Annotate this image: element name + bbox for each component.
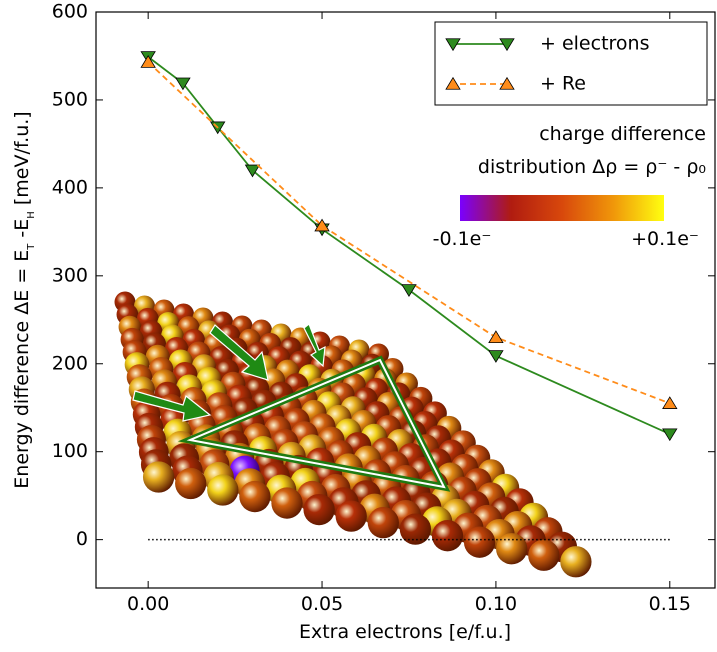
marker — [488, 330, 504, 344]
marker — [314, 218, 330, 232]
x-axis-label: Extra electrons [e/f.u.] — [299, 621, 511, 643]
y-tick-label: 200 — [52, 352, 88, 374]
colorbar-title: distribution Δρ = ρ⁻ - ρ₀ — [478, 156, 706, 178]
y-label-part: -E — [11, 219, 33, 244]
y-tick-label: 0 — [76, 528, 88, 550]
atom — [528, 539, 560, 571]
x-tick-label: 0.00 — [127, 593, 169, 615]
atom — [335, 500, 367, 532]
y-label-part: [meV/f.u.] — [11, 111, 33, 211]
legend-marker — [499, 76, 515, 90]
arrow — [303, 323, 326, 368]
marker — [662, 396, 678, 409]
plot-frame — [95, 11, 716, 589]
atom — [207, 474, 239, 506]
atom — [496, 533, 528, 565]
marker — [488, 350, 504, 363]
series-line — [147, 56, 671, 435]
atom — [367, 506, 399, 539]
y-label-part: T — [26, 243, 37, 251]
y-tick-label: 300 — [52, 264, 88, 286]
arrow — [209, 324, 269, 381]
series-line — [147, 61, 671, 405]
y-tick-label: 500 — [52, 88, 88, 110]
x-tick-label: 0.10 — [475, 593, 517, 615]
legend-marker — [445, 38, 461, 52]
atom — [560, 546, 592, 578]
y-tick-label: 400 — [52, 176, 88, 198]
y-axis-label: Energy difference ΔE = ET -EH [meV/f.u.] — [11, 111, 37, 488]
marker — [140, 55, 156, 68]
legend-label: + Re — [540, 73, 586, 95]
legend-marker — [499, 38, 515, 52]
marker — [175, 77, 191, 91]
y-label-part: Energy difference ΔE = E — [11, 250, 33, 489]
lattice-inset — [114, 291, 592, 578]
atom — [399, 513, 432, 545]
marker — [401, 284, 417, 297]
legend-label: + electrons — [540, 33, 649, 55]
colorbar-label: -0.1e⁻ — [433, 228, 492, 250]
atom — [142, 461, 175, 493]
atom — [463, 526, 496, 558]
x-tick-label: 0.05 — [301, 593, 343, 615]
arrow — [132, 390, 212, 422]
y-tick-label: 100 — [52, 440, 88, 462]
y-label-part: H — [26, 211, 37, 219]
marker — [244, 164, 261, 178]
atom — [431, 520, 464, 552]
legend-marker — [445, 76, 461, 90]
atom — [239, 480, 271, 513]
atom — [303, 493, 335, 526]
colorbar-label: +0.1e⁻ — [631, 228, 699, 250]
marker — [662, 428, 678, 442]
colorbar — [460, 195, 664, 221]
legend-box — [434, 21, 708, 106]
x-tick-label: 0.15 — [649, 593, 691, 615]
atom — [271, 487, 303, 519]
inset-annotations — [132, 323, 451, 492]
y-tick-label: 600 — [52, 1, 88, 23]
triangle-inner — [186, 358, 446, 489]
colorbar-title: charge difference — [539, 123, 706, 145]
atom — [175, 467, 207, 500]
